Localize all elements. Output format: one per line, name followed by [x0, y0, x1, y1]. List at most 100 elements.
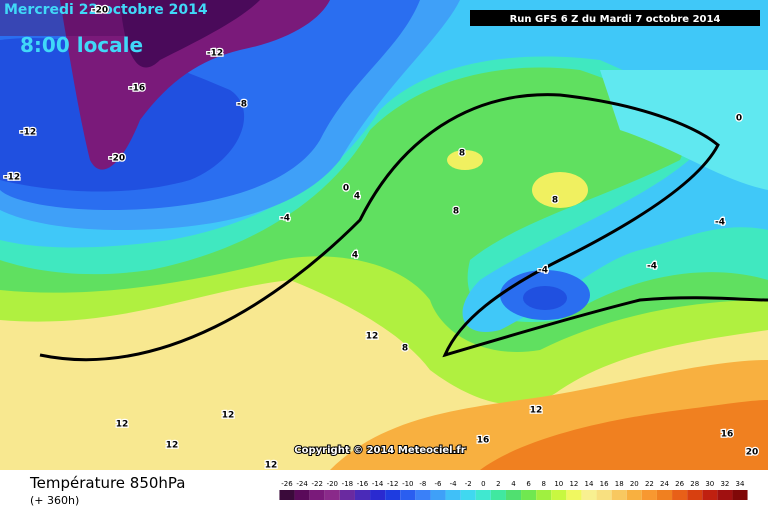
- scale-swatch: [521, 490, 537, 500]
- contour-label: 8: [453, 207, 459, 217]
- footer-title: Température 850hPa: [29, 474, 186, 492]
- scale-swatch: [551, 490, 567, 500]
- contour-label: -4: [538, 266, 548, 276]
- scale-swatch: [294, 490, 310, 500]
- scale-label: -2: [465, 480, 472, 488]
- contour-label: -16: [129, 84, 145, 94]
- scale-swatch: [732, 490, 748, 500]
- header-box: [0, 0, 205, 36]
- contour-label: -4: [715, 218, 725, 228]
- scale-label: -22: [311, 480, 322, 488]
- scale-label: 10: [554, 480, 563, 488]
- scale-label: 8: [541, 480, 545, 488]
- contour-label: 4: [354, 192, 360, 202]
- temperature-field: [0, 0, 768, 470]
- scale-swatch: [717, 490, 733, 500]
- scale-label: 14: [585, 480, 594, 488]
- scale-swatch: [415, 490, 431, 500]
- color-scale: -26 -24 -22 -20 -18 -16 -14 -12 -10 -8 -6 -4 -2 0 2 4 6 8…: [279, 480, 748, 500]
- scale-swatch: [596, 490, 612, 500]
- contour-label: 8: [552, 196, 558, 206]
- scale-swatch: [370, 490, 386, 500]
- scale-label: -20: [327, 480, 338, 488]
- scale-swatch: [505, 490, 522, 500]
- contour-label: 12: [166, 441, 179, 451]
- scale-label: 6: [526, 480, 531, 488]
- scale-swatch: [354, 490, 371, 500]
- contour-label: 16: [721, 430, 734, 440]
- footer-subtitle: (+ 360h): [30, 494, 79, 507]
- scale-swatch: [400, 490, 416, 500]
- scale-swatch: [656, 490, 673, 500]
- scale-label: -26: [281, 480, 293, 488]
- scale-swatch: [339, 490, 355, 500]
- contour-label: -12: [4, 173, 20, 183]
- contour-label: -4: [280, 214, 290, 224]
- scale-label: -16: [357, 480, 369, 488]
- scale-label: 12: [569, 480, 578, 488]
- contour-label: 20: [746, 448, 759, 458]
- scale-label: 28: [690, 480, 699, 488]
- scale-label: 34: [736, 480, 745, 488]
- contour-label: -4: [647, 262, 657, 272]
- scale-label: 20: [630, 480, 639, 488]
- scale-swatch: [475, 490, 491, 500]
- scale-swatch: [687, 490, 703, 500]
- scale-label: 24: [660, 480, 669, 488]
- contour-label: 0: [343, 184, 349, 194]
- scale-label: 26: [675, 480, 684, 488]
- scale-swatch: [611, 490, 627, 500]
- contour-label: 4: [352, 251, 358, 261]
- contour-label: 12: [265, 461, 278, 471]
- contour-label: -20: [92, 6, 108, 16]
- contour-label: 12: [530, 406, 543, 416]
- scale-label: -10: [402, 480, 413, 488]
- contour-label: -12: [20, 128, 36, 138]
- scale-label: -6: [435, 480, 443, 488]
- scale-label: 18: [615, 480, 624, 488]
- scale-swatch: [641, 490, 657, 500]
- scale-label: 16: [600, 480, 609, 488]
- scale-swatch: [490, 490, 506, 500]
- scale-swatch: [385, 490, 401, 500]
- scale-swatch: [430, 490, 446, 500]
- scale-swatch: [324, 490, 340, 500]
- scale-swatch: [581, 490, 597, 500]
- scale-label: 0: [481, 480, 485, 488]
- contour-label: 12: [366, 332, 379, 342]
- copyright: Copyright © 2014 Meteociel.fr: [294, 445, 465, 456]
- run-box: [470, 10, 760, 26]
- contour-label: 8: [459, 149, 465, 159]
- scale-label: -24: [296, 480, 308, 488]
- scale-label: -14: [372, 480, 384, 488]
- scale-swatch: [445, 490, 461, 500]
- scale-swatch: [626, 490, 642, 500]
- run-info: Run GFS 6 Z du Mardi 7 octobre 2014: [510, 14, 721, 25]
- scale-label: -8: [419, 480, 426, 488]
- scale-label: -18: [342, 480, 353, 488]
- scale-swatch: [672, 490, 688, 500]
- scale-swatch: [702, 490, 718, 500]
- forecast-date: Mercredi 22 octobre 2014: [4, 2, 208, 18]
- contour-label: 0: [736, 114, 742, 124]
- scale-swatch: [536, 490, 552, 500]
- forecast-time: 8:00 locale: [20, 33, 143, 57]
- scale-label: 22: [645, 480, 654, 488]
- scale-swatch: [566, 490, 582, 500]
- contour-label: 8: [402, 344, 408, 354]
- contour-label: -12: [207, 49, 223, 59]
- scale-swatch: [309, 490, 325, 500]
- scale-label: -12: [387, 480, 398, 488]
- scale-label: 30: [705, 480, 714, 488]
- contour-label: 12: [116, 420, 129, 430]
- contour-label: 16: [477, 436, 490, 446]
- contour-label: -20: [109, 154, 125, 164]
- scale-label: -4: [450, 480, 458, 488]
- scale-swatch: [279, 490, 295, 500]
- contour-label: 12: [222, 411, 235, 421]
- contour-label: -8: [237, 100, 247, 110]
- scale-label: 4: [511, 480, 516, 488]
- scale-swatch: [460, 490, 476, 500]
